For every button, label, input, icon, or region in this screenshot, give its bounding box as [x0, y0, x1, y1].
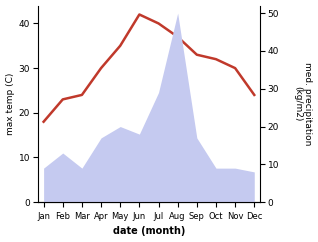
Y-axis label: max temp (C): max temp (C) — [5, 73, 15, 135]
Y-axis label: med. precipitation
(kg/m2): med. precipitation (kg/m2) — [293, 62, 313, 145]
X-axis label: date (month): date (month) — [113, 227, 185, 236]
